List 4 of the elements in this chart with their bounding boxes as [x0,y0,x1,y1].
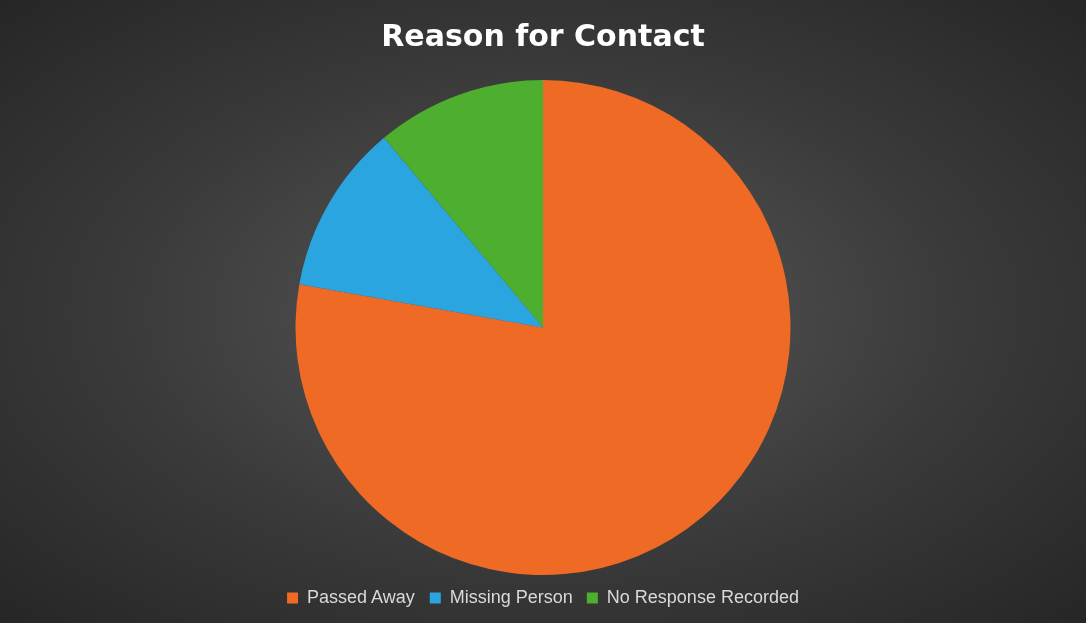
legend-label: Passed Away [307,586,415,607]
legend-label: Missing Person [449,586,573,607]
legend-label: No Response Recorded [606,586,799,607]
chart-title: Reason for Contact [381,17,705,53]
